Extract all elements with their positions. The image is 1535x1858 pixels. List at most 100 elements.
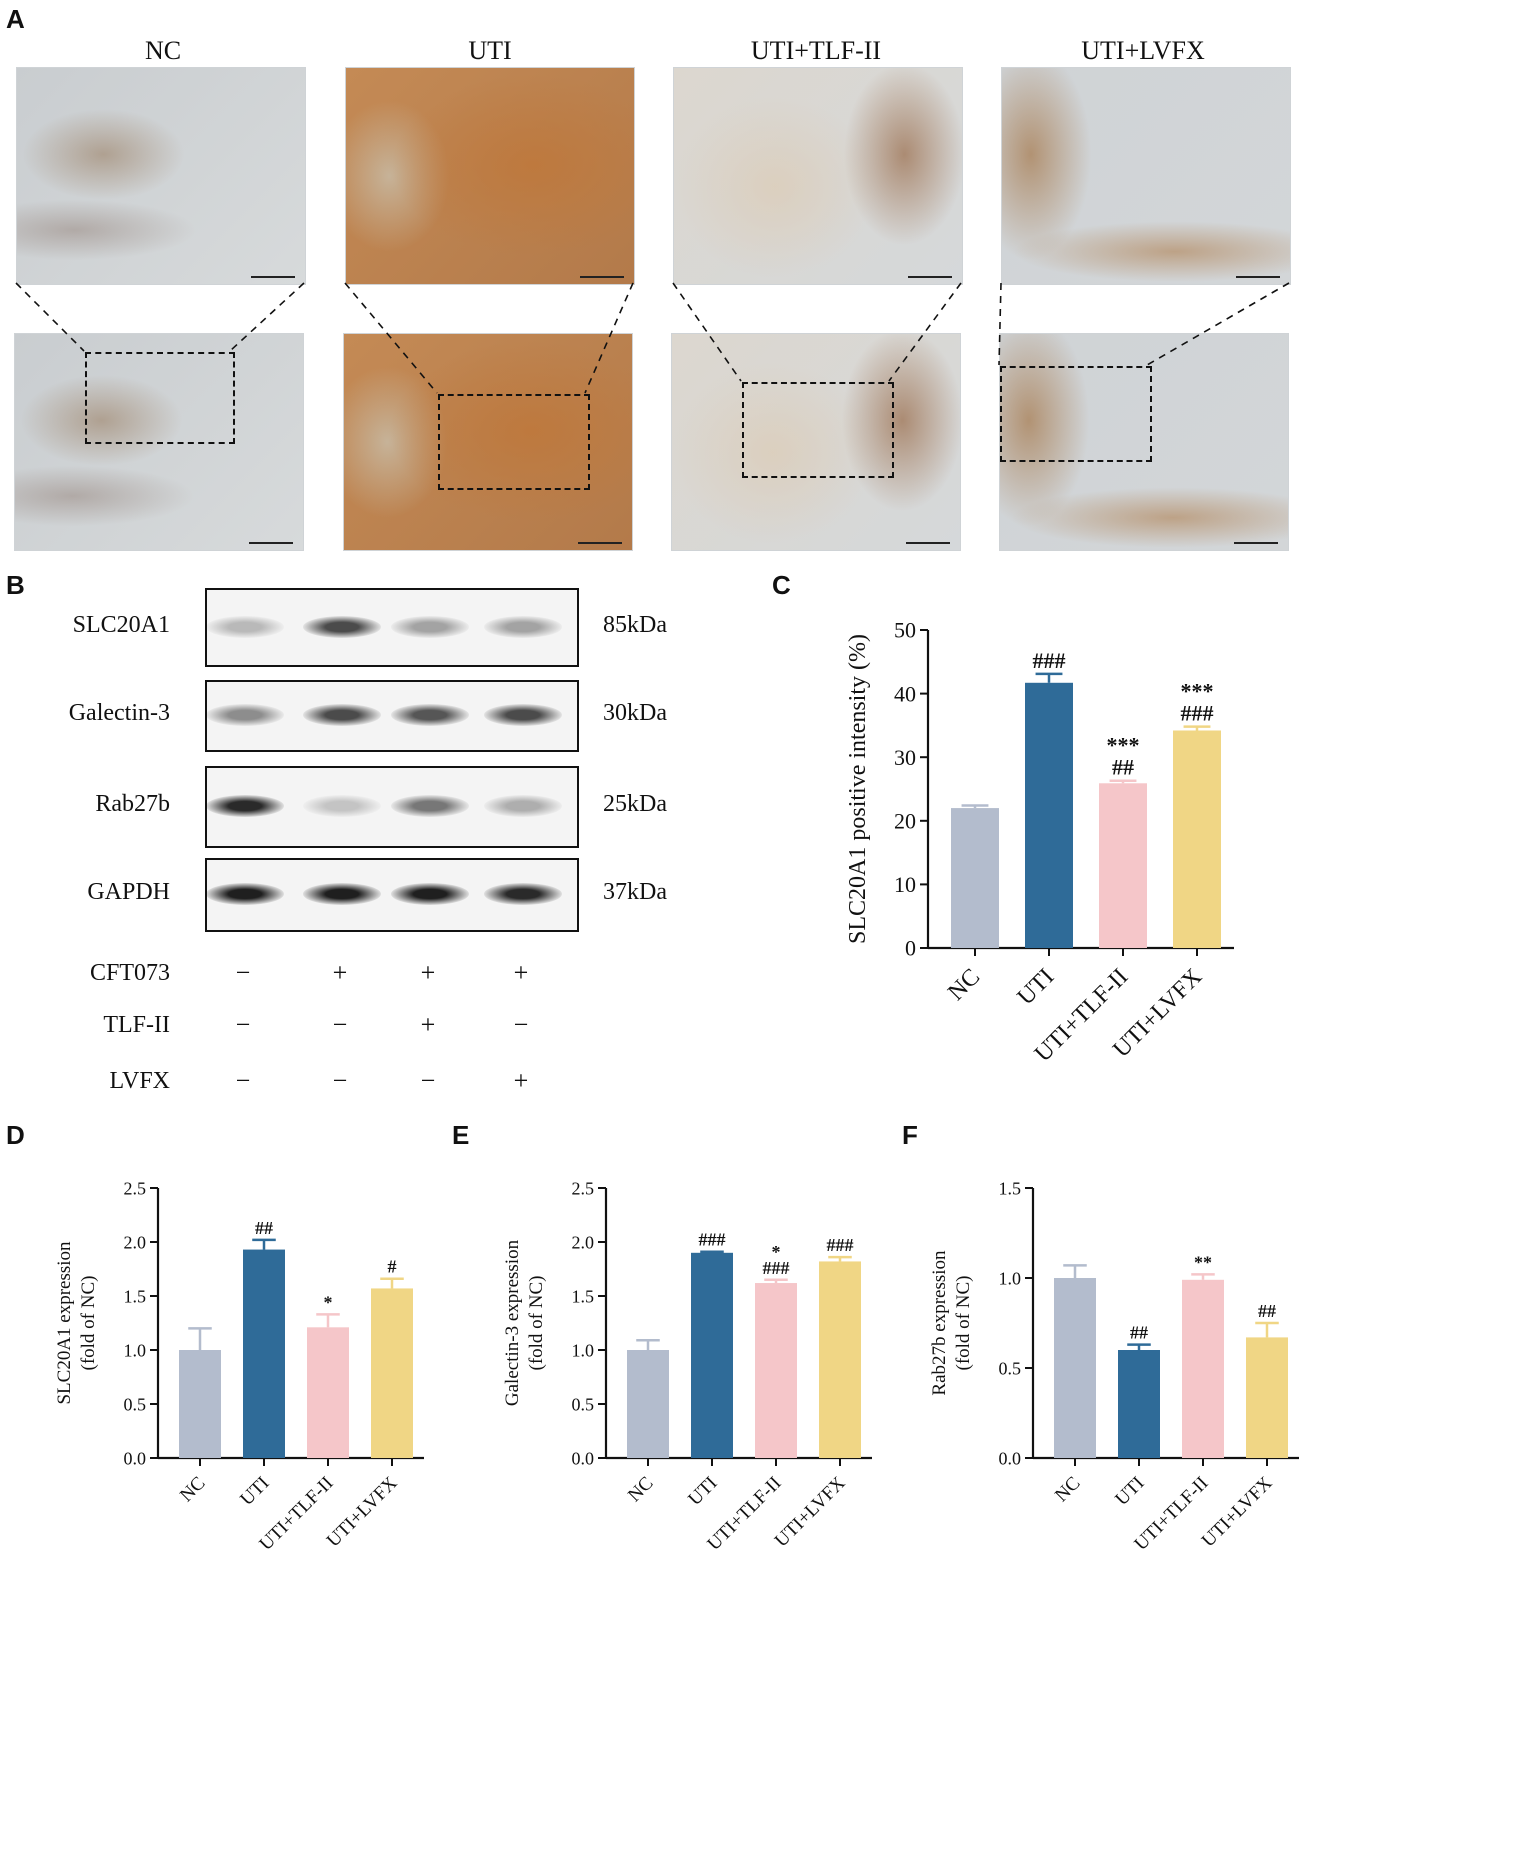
significance-label: ### [699,1230,726,1250]
blot-protein-label: Galectin-3 [68,700,170,726]
micrograph-uti-tlf-overview [671,333,961,551]
significance-label: ### [827,1235,854,1255]
micrograph-uti-lvfx-overview [999,333,1289,551]
chart-d-slc20a1-expression: 0.00.51.01.52.02.5NC##UTI*UTI+TLF-II#UTI… [54,1178,424,1555]
blot-band [207,795,284,817]
blot-band [303,615,381,638]
bar [819,1261,861,1458]
zoom-region-box [438,394,590,490]
y-tick-label: 0.0 [999,1448,1022,1468]
x-category-label: UTI [684,1473,721,1510]
blot-kda-label: 37kDa [603,879,667,905]
significance-label: *** [1107,733,1140,758]
chart-f-rab27b-expression: 0.00.51.01.5NC##UTI**UTI+TLF-II##UTI+LVF… [929,1178,1299,1555]
significance-label: ## [1258,1301,1276,1321]
zoom-region-box [742,382,894,478]
zoom-region-box [1000,366,1152,462]
y-axis-label: SLC20A1 expression [54,1241,75,1405]
blot-band [484,883,562,905]
significance-label: *** [1181,679,1214,704]
y-tick-label: 1.5 [124,1286,147,1306]
bar [1054,1278,1096,1458]
micrograph-nc-zoom [16,67,306,285]
significance-label: # [388,1257,397,1277]
blot-membrane-strip [205,680,579,752]
y-tick-label: 0 [905,936,916,961]
treatment-sign: − [420,1066,436,1095]
significance-label: ** [1194,1252,1212,1272]
treatment-sign: − [235,1010,251,1039]
treatment-sign: − [235,958,251,987]
treatment-sign: + [420,958,436,987]
y-tick-label: 0.0 [124,1448,147,1468]
treatment-sign: + [332,958,348,987]
treatment-sign: − [235,1066,251,1095]
panel-label-f: F [902,1120,918,1150]
y-axis-label: Galectin-3 expression [502,1239,523,1406]
x-category-label: UTI+LVFX [1198,1472,1277,1551]
treatment-sign: + [513,1066,529,1095]
treatment-sign: − [332,1066,348,1095]
panel-label-c: C [772,570,791,600]
blot-band [303,883,381,905]
micrograph-title-uti: UTI [468,36,512,65]
bar [1025,682,1073,948]
y-tick-label: 1.0 [124,1340,147,1360]
y-tick-label: 50 [894,618,916,643]
micrograph-title-uti-lvfx: UTI+LVFX [1081,36,1205,65]
y-tick-label: 0.5 [124,1394,147,1414]
treatment-label: LVFX [109,1068,170,1094]
blot-protein-label: Rab27b [95,791,170,817]
micrograph-title-nc: NC [144,36,182,65]
significance-label: ### [1181,701,1214,726]
significance-label: ### [763,1258,790,1278]
bar [243,1249,285,1458]
x-category-label: NC [624,1473,658,1507]
significance-label: ## [1130,1323,1148,1343]
chart-e-galectin3-expression: 0.00.51.01.52.02.5NC###UTI*###UTI+TLF-II… [502,1178,872,1555]
y-tick-label: 30 [894,745,916,770]
significance-label: ### [1033,648,1066,673]
y-tick-label: 20 [894,809,916,834]
bar [755,1283,797,1458]
blot-band [207,883,284,905]
y-tick-label: 1.5 [999,1178,1022,1198]
bar [691,1252,733,1458]
y-axis-label: Rab27b expression [929,1250,950,1396]
x-category-label: UTI [1013,964,1060,1011]
blot-band [484,704,562,726]
blot-band [391,795,469,817]
x-category-label: UTI+LVFX [771,1472,850,1551]
blot-membrane-strip [205,588,579,667]
treatment-sign: − [513,1010,529,1039]
blot-protein-label: GAPDH [87,879,170,905]
y-tick-label: 1.0 [999,1268,1022,1288]
panel-label-b: B [6,570,25,600]
x-category-label: NC [176,1473,210,1507]
blot-band [303,795,381,817]
bar [951,808,999,948]
panel-label-a: A [6,4,25,34]
blot-membrane-strip [205,766,579,848]
x-category-label: NC [943,964,985,1006]
micrograph-title-uti-tlf: UTI+TLF-II [750,36,882,65]
y-tick-label: 1.0 [572,1340,595,1360]
y-axis-label: SLC20A1 positive intensity (%) [845,634,871,944]
blot-band [207,704,284,726]
blot-band [484,795,562,817]
bar [307,1327,349,1458]
bar [1099,783,1147,948]
x-category-label: UTI+LVFX [323,1472,402,1551]
blot-band [391,615,469,638]
micrograph-uti-lvfx-zoom [1001,67,1291,285]
blot-kda-label: 85kDa [603,611,667,638]
y-tick-label: 0.0 [572,1448,595,1468]
y-tick-label: 0.5 [572,1394,595,1414]
treatment-sign: + [420,1010,436,1039]
panel-label-d: D [6,1120,25,1150]
micrograph-uti-zoom [345,67,635,285]
zoom-region-box [85,352,235,444]
x-category-label: UTI [236,1473,273,1510]
x-category-label: UTI [1111,1473,1148,1510]
blot-kda-label: 30kDa [603,700,667,726]
